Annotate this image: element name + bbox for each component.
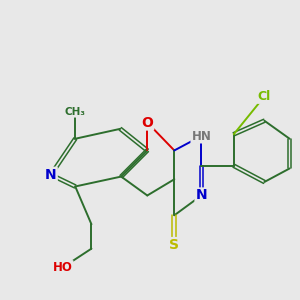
Text: CH₃: CH₃ [65, 107, 86, 117]
Text: Cl: Cl [258, 90, 271, 103]
Text: S: S [169, 238, 179, 252]
Text: HN: HN [191, 130, 211, 142]
Text: N: N [45, 168, 57, 182]
Text: O: O [141, 116, 153, 130]
Text: N: N [196, 188, 207, 203]
Text: HO: HO [53, 261, 73, 274]
